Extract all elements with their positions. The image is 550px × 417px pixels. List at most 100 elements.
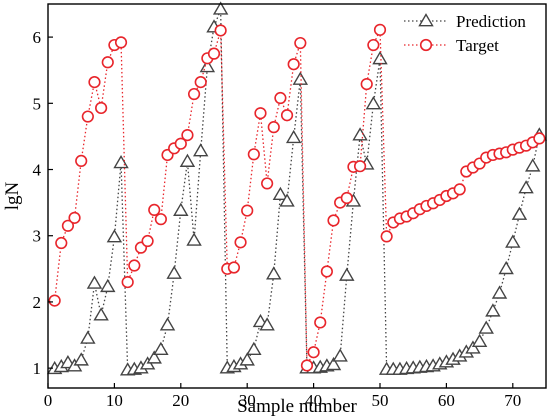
target-point xyxy=(307,346,320,359)
target-point xyxy=(340,191,353,205)
prediction-point xyxy=(272,186,289,201)
target-point xyxy=(247,148,260,161)
x-tick-label: 60 xyxy=(438,391,455,410)
prediction-point xyxy=(173,202,189,216)
target-series xyxy=(48,23,546,372)
target-point xyxy=(373,23,387,36)
target-point xyxy=(207,47,221,60)
prediction-point xyxy=(478,320,494,334)
target-point xyxy=(267,121,280,134)
prediction-point xyxy=(352,127,368,141)
prediction-point xyxy=(153,341,169,355)
target-point xyxy=(101,56,114,69)
target-point xyxy=(280,109,294,122)
x-tick-label: 20 xyxy=(172,391,189,410)
y-tick-label: 3 xyxy=(33,227,42,246)
target-point xyxy=(300,359,314,372)
target-point xyxy=(320,265,333,278)
legend: Prediction Target xyxy=(404,12,526,55)
target-point xyxy=(360,78,373,91)
target-point xyxy=(254,107,267,120)
prediction-point xyxy=(511,206,528,220)
prediction-point xyxy=(199,59,216,73)
prediction-point xyxy=(212,1,229,15)
prediction-point xyxy=(518,180,534,194)
target-point xyxy=(181,128,194,142)
prediction-point xyxy=(372,51,388,65)
target-point xyxy=(353,160,367,173)
prediction-point xyxy=(146,350,162,364)
prediction-point xyxy=(246,341,262,355)
target-point xyxy=(75,154,88,168)
target-point xyxy=(128,259,141,272)
prediction-point xyxy=(498,260,514,275)
target-point xyxy=(55,236,68,250)
prediction-point xyxy=(325,356,342,371)
y-axis-title: lgN xyxy=(2,181,23,210)
target-point xyxy=(174,137,187,150)
target-point xyxy=(453,183,466,196)
target-point xyxy=(95,101,108,115)
prediction-point xyxy=(471,333,488,348)
target-point xyxy=(154,213,167,226)
prediction-point xyxy=(106,229,123,243)
prediction-point xyxy=(159,317,176,331)
prediction-point xyxy=(332,348,348,362)
prediction-point xyxy=(80,330,96,344)
prediction-line xyxy=(54,9,540,371)
target-legend-label: Target xyxy=(456,36,499,55)
target-point xyxy=(81,110,94,123)
prediction-point xyxy=(505,234,521,248)
target-point xyxy=(314,316,327,329)
target-line xyxy=(53,29,540,366)
prediction-point xyxy=(86,275,103,289)
target-point xyxy=(48,294,61,307)
target-point xyxy=(114,36,128,49)
target-point xyxy=(533,132,546,145)
target-point xyxy=(380,230,393,243)
target-point xyxy=(141,234,154,248)
y-tick-label: 6 xyxy=(33,28,42,47)
prediction-point xyxy=(93,307,109,321)
prediction-point xyxy=(292,71,309,85)
target-point xyxy=(88,76,101,89)
target-point xyxy=(68,211,81,224)
prediction-point xyxy=(465,340,481,354)
prediction-point xyxy=(266,266,282,280)
target-point xyxy=(327,214,340,227)
target-point xyxy=(61,219,75,232)
target-point xyxy=(274,91,287,105)
prediction-point xyxy=(100,278,116,293)
prediction-point xyxy=(491,285,508,299)
x-tick-label: 0 xyxy=(44,391,53,410)
prediction-legend-label: Prediction xyxy=(456,12,526,31)
prediction-point xyxy=(339,267,355,281)
target-point xyxy=(227,261,241,274)
plot-frame xyxy=(47,3,547,389)
prediction-point xyxy=(525,158,541,172)
target-point xyxy=(148,203,161,217)
target-point xyxy=(214,24,227,37)
target-point xyxy=(287,58,300,71)
x-tick-label: 70 xyxy=(504,391,521,410)
x-tick-label: 30 xyxy=(239,391,256,410)
target-point xyxy=(187,87,201,101)
prediction-point xyxy=(285,129,302,144)
target-point xyxy=(367,38,380,52)
prediction-point xyxy=(239,352,255,366)
prediction-point xyxy=(259,317,275,331)
y-tick-label: 2 xyxy=(33,293,42,312)
x-tick-label: 50 xyxy=(372,391,389,410)
x-axis-title: Sample number xyxy=(237,396,357,417)
prediction-point xyxy=(73,352,89,366)
prediction-point xyxy=(166,265,182,279)
prediction-point xyxy=(186,232,202,246)
prediction-point xyxy=(113,155,129,169)
target-point xyxy=(261,177,274,190)
x-tick-label: 40 xyxy=(305,391,322,410)
prediction-legend-marker xyxy=(418,13,434,27)
prediction-series xyxy=(46,1,548,376)
x-tick-label: 10 xyxy=(106,391,123,410)
